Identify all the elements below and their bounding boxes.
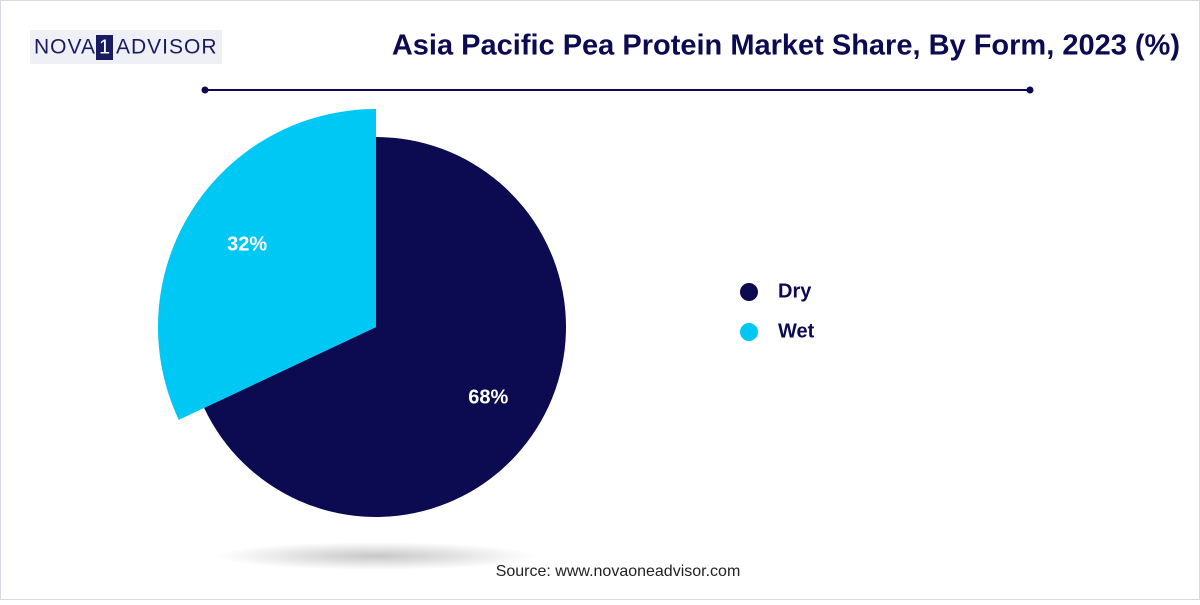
- legend: Dry Wet: [740, 280, 815, 342]
- pie-shadow: [216, 542, 536, 570]
- legend-marker: [740, 323, 758, 341]
- legend-marker: [740, 283, 758, 301]
- data-label: 32%: [227, 234, 267, 256]
- rule-dot: [201, 86, 209, 94]
- chart-title: Asia Pacific Pea Protein Market Share, B…: [392, 30, 1180, 62]
- legend-label: Wet: [778, 320, 815, 342]
- rule-dot: [1026, 86, 1034, 94]
- logo-right: ADVISOR: [116, 36, 218, 59]
- legend-label: Dry: [778, 280, 812, 302]
- source: Source: www.novaoneadvisor.com: [496, 563, 741, 580]
- logo: NOVA 1 ADVISOR: [30, 30, 222, 64]
- pie-slice: [204, 137, 566, 517]
- pie-slice: [158, 109, 376, 420]
- data-label: 68%: [468, 387, 508, 409]
- logo-left: NOVA: [34, 36, 96, 59]
- logo-box: [96, 35, 113, 60]
- logo-bg: [30, 30, 222, 64]
- pie: 68% 32%: [158, 109, 566, 517]
- logo-mark: 1: [99, 36, 110, 58]
